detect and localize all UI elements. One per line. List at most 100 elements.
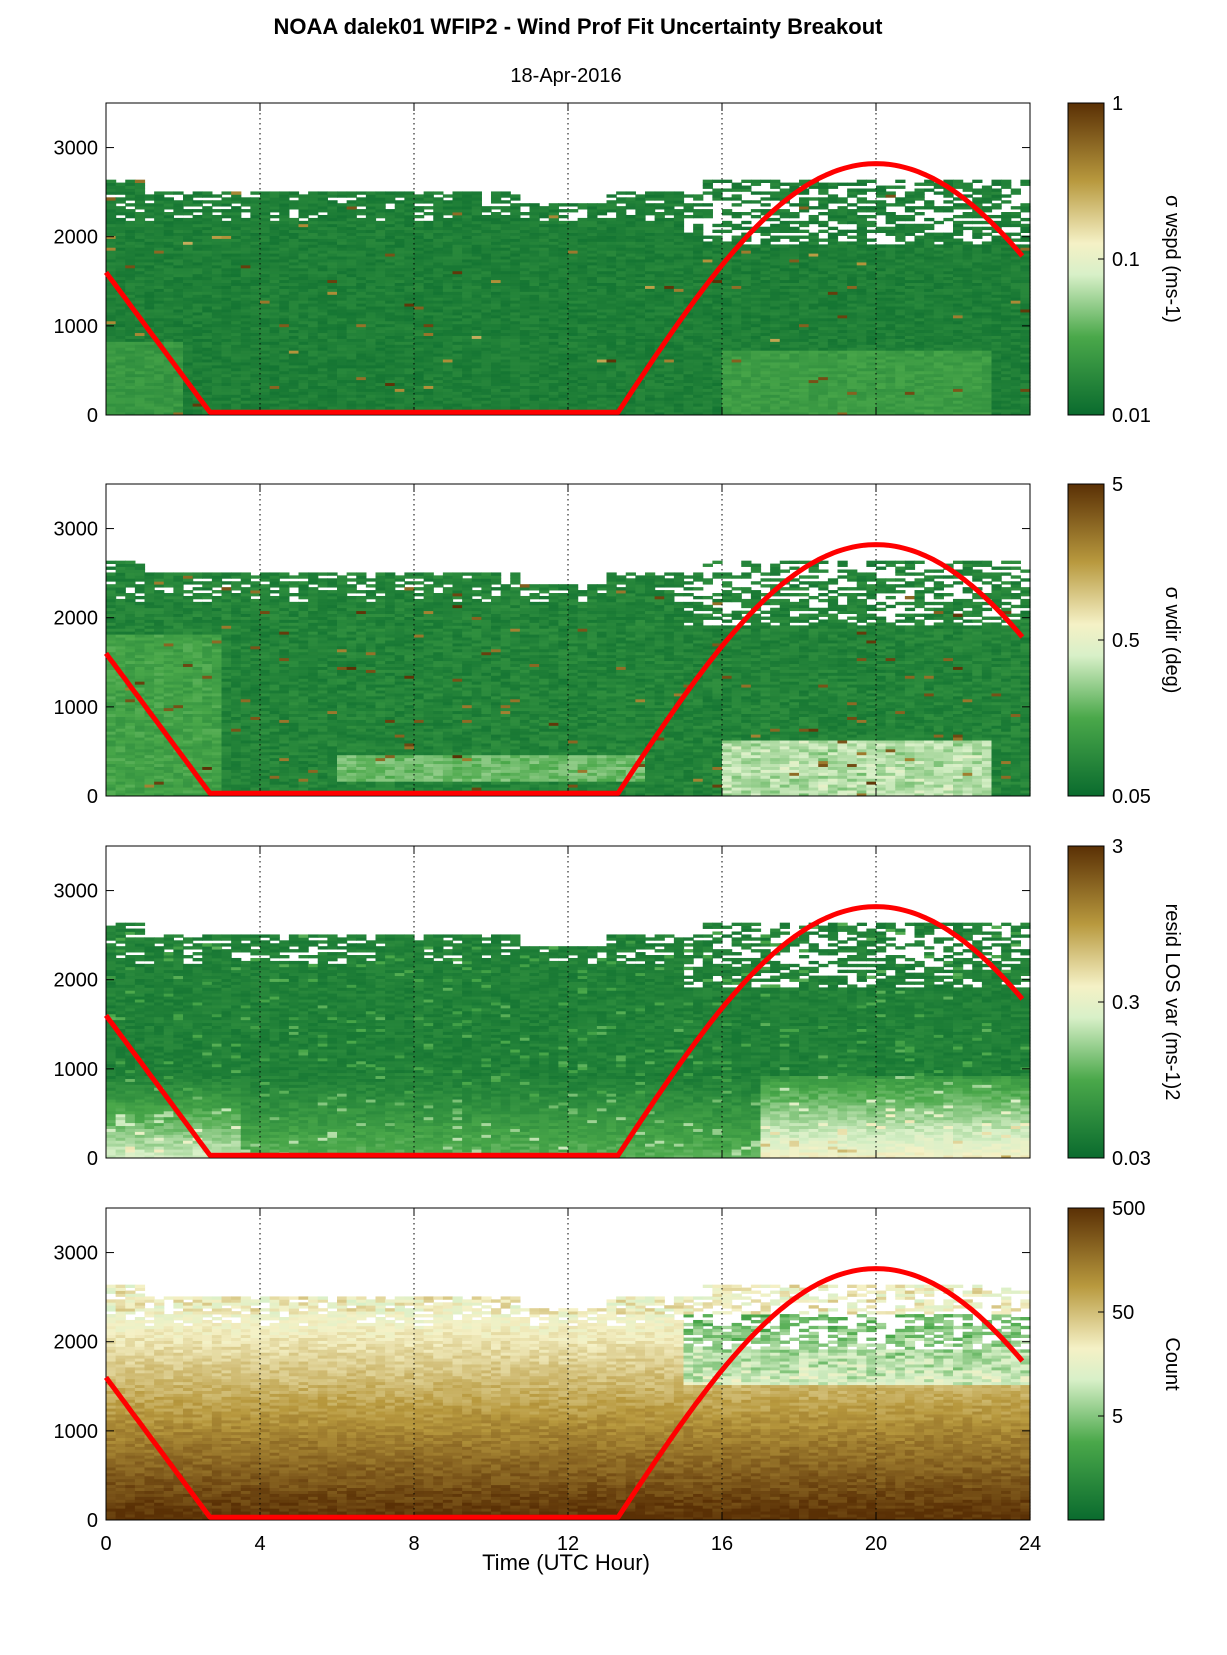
heatmap-cell	[414, 371, 424, 374]
heatmap-cell	[308, 394, 318, 397]
heatmap-cell	[337, 336, 347, 339]
heatmap-cell	[722, 380, 732, 383]
heatmap-cell	[722, 271, 732, 274]
heatmap-cell	[404, 303, 414, 306]
heatmap-cell	[299, 389, 309, 392]
heatmap-cell	[404, 265, 414, 268]
heatmap-cell	[116, 377, 126, 380]
heatmap-cell	[597, 300, 607, 303]
heatmap-cell	[308, 265, 318, 268]
heatmap-cell	[404, 203, 414, 206]
heatmap-cell	[395, 233, 405, 236]
heatmap-cell	[308, 230, 318, 233]
heatmap-cell	[347, 253, 357, 256]
heatmap-cell	[712, 336, 722, 339]
heatmap-cell	[414, 362, 424, 365]
heatmap-cell	[279, 283, 289, 286]
heatmap-cell	[549, 268, 559, 271]
heatmap-cell	[193, 324, 203, 327]
heatmap-cell	[116, 327, 126, 330]
heatmap-cell	[722, 280, 732, 283]
heatmap-cell	[385, 344, 395, 347]
heatmap-cell	[568, 339, 578, 342]
heatmap-cell	[125, 209, 135, 212]
heatmap-cell	[318, 224, 328, 227]
heatmap-cell	[347, 291, 357, 294]
heatmap-cell	[453, 321, 463, 324]
heatmap-cell	[472, 397, 482, 400]
heatmap-cell	[135, 206, 145, 209]
heatmap-cell	[703, 324, 713, 327]
heatmap-cell	[270, 268, 280, 271]
heatmap-cell	[597, 268, 607, 271]
heatmap-cell	[664, 271, 674, 274]
heatmap-cell	[385, 209, 395, 212]
heatmap-cell	[260, 397, 270, 400]
heatmap-cell	[212, 286, 222, 289]
heatmap-cell	[222, 233, 232, 236]
heatmap-cell	[250, 365, 260, 368]
heatmap-cell	[607, 394, 617, 397]
heatmap-cell	[693, 194, 703, 197]
heatmap-cell	[414, 215, 424, 218]
heatmap-cell	[433, 353, 443, 356]
heatmap-cell	[260, 350, 270, 353]
heatmap-cell	[558, 262, 568, 265]
heatmap-cell	[674, 300, 684, 303]
heatmap-cell	[356, 389, 366, 392]
heatmap-cell	[318, 262, 328, 265]
heatmap-cell	[106, 333, 116, 336]
heatmap-cell	[270, 344, 280, 347]
heatmap-cell	[145, 312, 155, 315]
heatmap-cell	[501, 250, 511, 253]
heatmap-cell	[183, 330, 193, 333]
heatmap-cell	[125, 383, 135, 386]
heatmap-cell	[530, 397, 540, 400]
heatmap-cell	[510, 286, 520, 289]
heatmap-cell	[404, 300, 414, 303]
heatmap-cell	[164, 271, 174, 274]
heatmap-cell	[250, 224, 260, 227]
heatmap-cell	[154, 368, 164, 371]
heatmap-cell	[327, 256, 337, 259]
heatmap-cell	[616, 324, 626, 327]
heatmap-cell	[587, 389, 597, 392]
heatmap-cell	[125, 336, 135, 339]
heatmap-cell	[270, 247, 280, 250]
heatmap-cell	[481, 303, 491, 306]
heatmap-cell	[289, 250, 299, 253]
heatmap-cell	[684, 241, 694, 244]
heatmap-cell	[222, 356, 232, 359]
heatmap-cell	[712, 359, 722, 362]
heatmap-cell	[568, 321, 578, 324]
heatmap-cell	[202, 336, 212, 339]
heatmap-cell	[520, 218, 530, 221]
heatmap-cell	[241, 327, 251, 330]
heatmap-cell	[250, 315, 260, 318]
heatmap-cell	[530, 403, 540, 406]
heatmap-cell	[587, 318, 597, 321]
heatmap-cell	[135, 383, 145, 386]
heatmap-cell	[135, 374, 145, 377]
heatmap-cell	[145, 194, 155, 197]
heatmap-cell	[173, 339, 183, 342]
heatmap-cell	[260, 359, 270, 362]
heatmap-cell	[299, 359, 309, 362]
heatmap-cell	[356, 265, 366, 268]
heatmap-cell	[433, 256, 443, 259]
heatmap-cell	[530, 347, 540, 350]
heatmap-cell	[116, 341, 126, 344]
heatmap-cell	[655, 236, 665, 239]
heatmap-cell	[327, 371, 337, 374]
heatmap-cell	[635, 321, 645, 324]
heatmap-cell	[549, 209, 559, 212]
heatmap-cell	[722, 303, 732, 306]
heatmap-cell	[135, 218, 145, 221]
heatmap-cell	[424, 256, 434, 259]
heatmap-cell	[164, 191, 174, 194]
heatmap-cell	[279, 324, 289, 327]
heatmap-cell	[462, 244, 472, 247]
heatmap-cell	[173, 394, 183, 397]
heatmap-cell	[722, 318, 732, 321]
heatmap-cell	[250, 356, 260, 359]
